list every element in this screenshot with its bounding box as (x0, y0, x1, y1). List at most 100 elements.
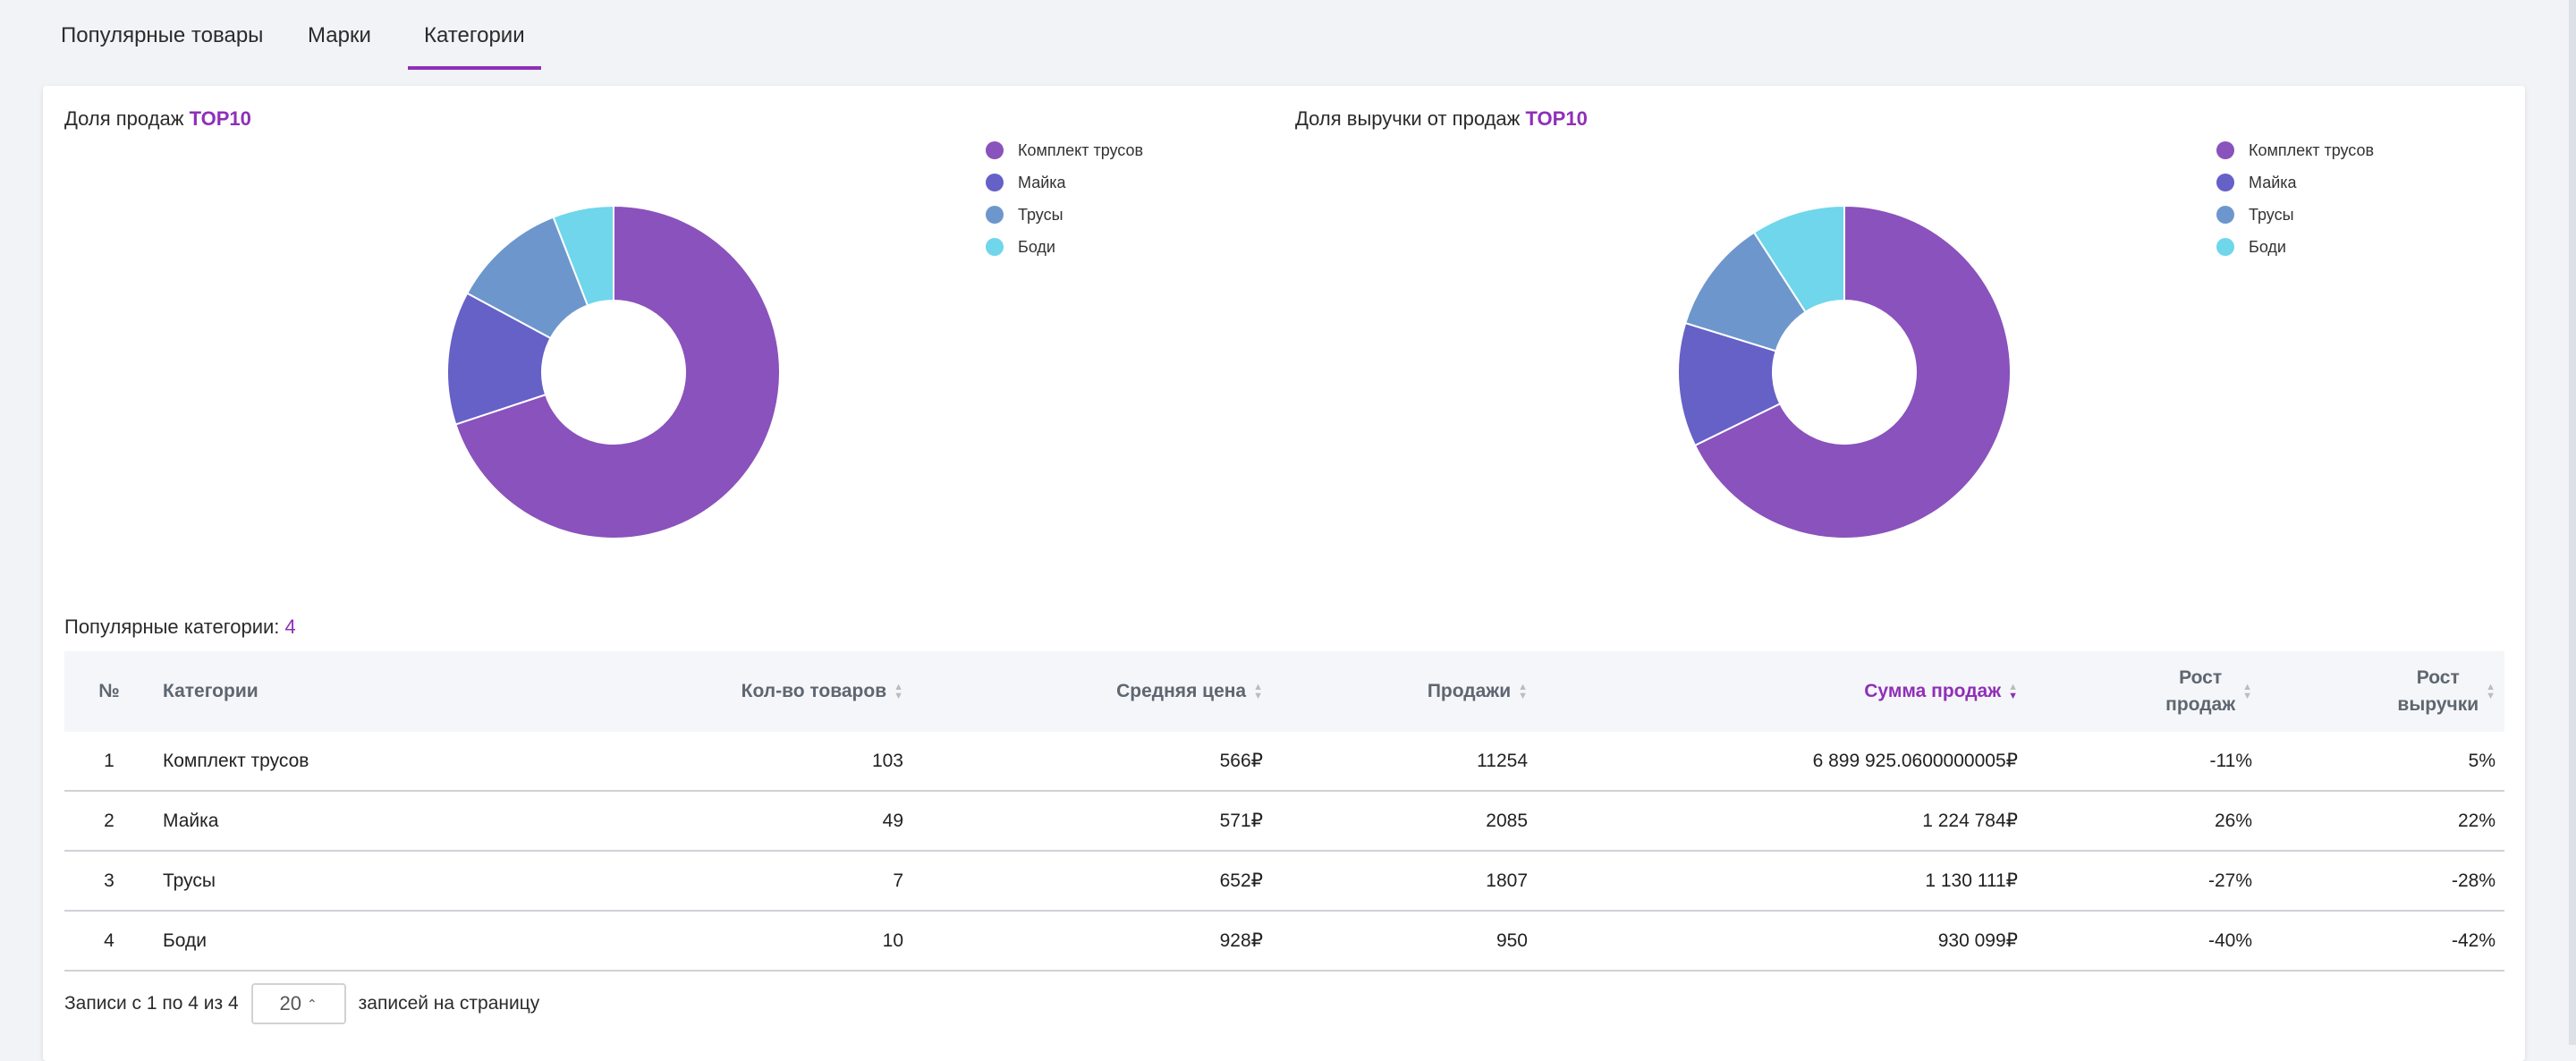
legend-label: Боди (2249, 237, 2286, 256)
records-info: Записи с 1 по 4 из 4 (64, 993, 239, 1014)
tab-categories[interactable]: Категории (408, 23, 541, 70)
donut-slice-1[interactable] (454, 204, 781, 539)
legend-dot-icon (986, 206, 1004, 224)
categories-table: № Категории Кол-во товаров ▲ ▼ Средняя цен… (64, 651, 2504, 972)
cell-avg-price: 928₽ (912, 911, 1272, 972)
legend-dot-icon (2216, 238, 2234, 256)
cell-qty: 10 (547, 911, 912, 972)
legend-dot-icon (2216, 141, 2234, 159)
cell-qty: 7 (547, 851, 912, 912)
legend-item[interactable]: Майка (986, 166, 1143, 199)
legend-dot-icon (2216, 206, 2234, 224)
legend-label: Трусы (1018, 205, 1063, 224)
col-header-num: № (98, 681, 120, 701)
table-row[interactable]: 4 Боди 10 928₽ 950 930 099₽ -40% -42% (64, 911, 2504, 972)
revenue-share-title-text: Доля выручки от продаж (1295, 107, 1521, 130)
cell-sum: 1 130 111₽ (1537, 851, 2027, 912)
cell-qty: 103 (547, 732, 912, 792)
legend-item[interactable]: Боди (986, 231, 1143, 263)
revenue-share-title: Доля выручки от продаж TOP10 (1295, 107, 1588, 131)
cell-sales: 11254 (1272, 732, 1537, 792)
revenue-share-legend: Комплект трусов Майка Трусы Боди (2216, 134, 2374, 263)
cell-sales: 1807 (1272, 851, 1537, 912)
popular-categories-title: Популярные категории: 4 (64, 615, 296, 639)
cell-sales: 950 (1272, 911, 1537, 972)
legend-item[interactable]: Майка (2216, 166, 2374, 199)
legend-item[interactable]: Боди (2216, 231, 2374, 263)
cell-num: 4 (64, 911, 154, 972)
popular-categories-label: Популярные категории: (64, 615, 280, 638)
cell-revenue-growth: -28% (2261, 851, 2504, 912)
cell-sales-growth: 26% (2027, 791, 2261, 852)
sort-icon[interactable]: ▲ ▼ (1518, 682, 1528, 702)
tab-popular-products[interactable]: Популярные товары (61, 23, 264, 47)
sort-icon[interactable]: ▲ ▼ (894, 682, 903, 702)
cell-revenue-growth: 22% (2261, 791, 2504, 852)
legend-dot-icon (986, 238, 1004, 256)
legend-label: Комплект трусов (1018, 140, 1144, 159)
page-scrollbar[interactable] (2569, 0, 2576, 1045)
cell-sum: 6 899 925.0600000005₽ (1537, 732, 2027, 792)
cell-category: Комплект трусов (154, 732, 547, 792)
sales-share-title-accent: TOP10 (189, 107, 251, 130)
cell-sum: 1 224 784₽ (1537, 791, 2027, 852)
cell-num: 1 (64, 732, 154, 792)
col-header-sales-growth[interactable]: Рост продаж ▲ ▼ (2165, 667, 2252, 715)
table-row[interactable]: 3 Трусы 7 652₽ 1807 1 130 111₽ -27% -28% (64, 851, 2504, 912)
table-footer: Записи с 1 по 4 из 4 20 ⌃ записей на стр… (64, 983, 540, 1024)
legend-item[interactable]: Трусы (2216, 199, 2374, 231)
legend-label: Трусы (2249, 205, 2294, 224)
donut-slice-2[interactable] (446, 292, 552, 426)
legend-dot-icon (986, 174, 1004, 191)
sales-share-title: Доля продаж TOP10 (64, 107, 251, 131)
sales-share-legend: Комплект трусов Майка Трусы Боди (986, 134, 1143, 263)
popular-categories-count: 4 (284, 615, 296, 638)
table-row[interactable]: 1 Комплект трусов 103 566₽ 11254 6 899 9… (64, 732, 2504, 792)
col-header-qty[interactable]: Кол-во товаров ▲ ▼ (741, 681, 903, 702)
legend-item[interactable]: Трусы (986, 199, 1143, 231)
sort-icon[interactable]: ▲ ▼ (1253, 682, 1263, 702)
cell-avg-price: 652₽ (912, 851, 1272, 912)
cell-sales-growth: -40% (2027, 911, 2261, 972)
donut-slice-4[interactable] (1752, 204, 1845, 314)
table-header-row: № Категории Кол-во товаров ▲ ▼ Средняя цен… (64, 651, 2504, 732)
sort-icon[interactable]: ▲ ▼ (2486, 682, 2496, 701)
legend-dot-icon (986, 141, 1004, 159)
col-header-avg-price[interactable]: Средняя цена ▲ ▼ (1116, 681, 1263, 702)
cell-sum: 930 099₽ (1537, 911, 2027, 972)
table-row[interactable]: 2 Майка 49 571₽ 2085 1 224 784₽ 26% 22% (64, 791, 2504, 852)
cell-num: 3 (64, 851, 154, 912)
cell-revenue-growth: 5% (2261, 732, 2504, 792)
page-size-select[interactable]: 20 ⌃ (250, 983, 346, 1024)
sales-share-donut (446, 204, 781, 539)
chevron-up-icon: ⌃ (307, 996, 318, 1011)
col-header-category: Категории (163, 681, 258, 701)
donut-slice-4[interactable] (552, 204, 614, 307)
cell-num: 2 (64, 791, 154, 852)
legend-label: Комплект трусов (2249, 140, 2375, 159)
legend-label: Майка (1018, 173, 1066, 191)
sales-share-title-text: Доля продаж (64, 107, 184, 130)
tab-brands[interactable]: Марки (308, 23, 371, 47)
cell-qty: 49 (547, 791, 912, 852)
cell-category: Майка (154, 791, 547, 852)
per-page-label: записей на страницу (358, 993, 540, 1014)
sort-desc-icon[interactable]: ▲ ▼ (2008, 682, 2018, 702)
legend-item[interactable]: Комплект трусов (2216, 134, 2374, 166)
cell-sales-growth: -27% (2027, 851, 2261, 912)
sort-icon[interactable]: ▲ ▼ (2242, 682, 2252, 701)
cell-sales: 2085 (1272, 791, 1537, 852)
revenue-share-title-accent: TOP10 (1525, 107, 1588, 130)
col-header-revenue-growth[interactable]: Рост выручки ▲ ▼ (2397, 667, 2496, 715)
cell-category: Трусы (154, 851, 547, 912)
col-header-sales[interactable]: Продажи ▲ ▼ (1427, 681, 1528, 702)
legend-item[interactable]: Комплект трусов (986, 134, 1143, 166)
cell-revenue-growth: -42% (2261, 911, 2504, 972)
content-card: Доля продаж TOP10 Комплект трусов Майка Тр… (43, 86, 2525, 1061)
donut-slice-1[interactable] (1693, 204, 2012, 539)
col-header-sum[interactable]: Сумма продаж ▲ ▼ (1864, 681, 2018, 702)
cell-avg-price: 566₽ (912, 732, 1272, 792)
revenue-share-donut (1677, 204, 2012, 539)
legend-label: Майка (2249, 173, 2297, 191)
cell-category: Боди (154, 911, 547, 972)
